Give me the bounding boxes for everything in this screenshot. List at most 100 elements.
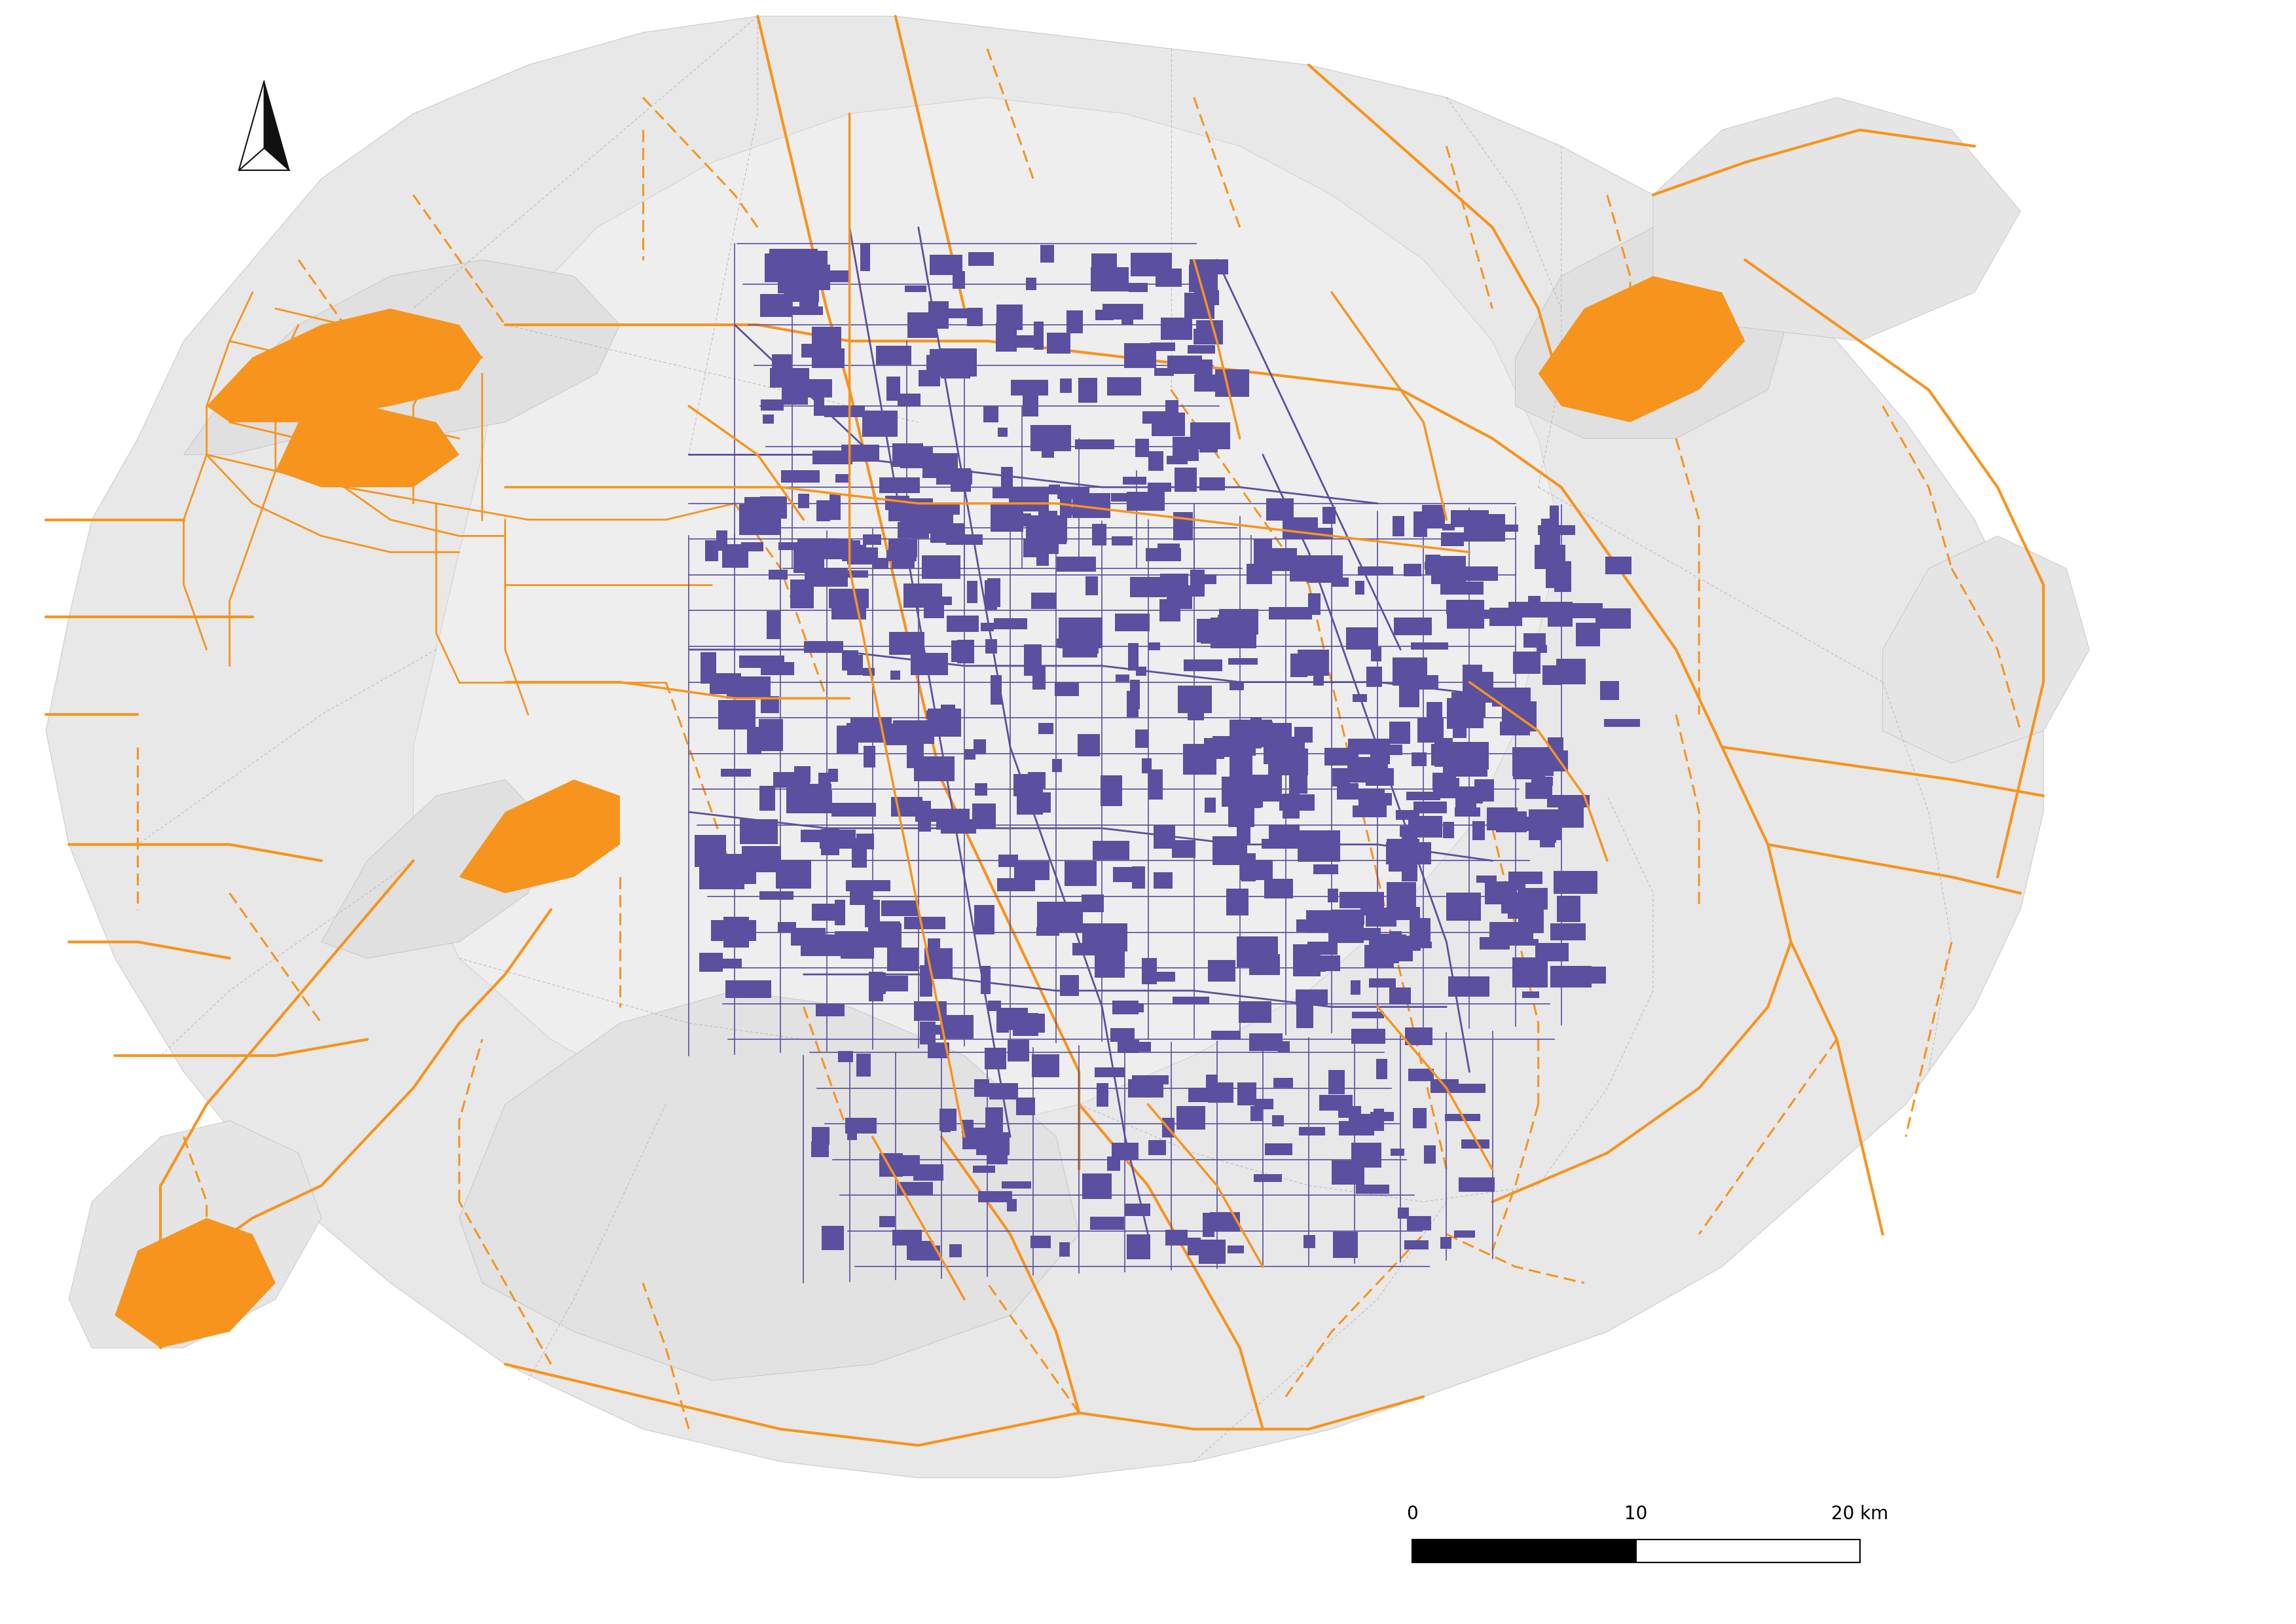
Bar [1279,794,1316,810]
Bar [1440,581,1483,594]
Bar [1072,624,1097,653]
Bar [778,922,797,932]
Bar [700,862,744,890]
Bar [889,924,902,948]
Bar [1350,1114,1378,1125]
Bar [1424,562,1453,570]
Bar [1056,487,1088,499]
Bar [1442,765,1488,776]
Bar [778,542,813,551]
Bar [1127,1234,1150,1260]
Bar [1550,924,1584,940]
Bar [815,1004,845,1017]
Bar [1251,1106,1263,1121]
Bar [778,265,804,294]
Bar [941,1125,951,1132]
Bar [1371,750,1382,783]
Bar [898,393,921,406]
Bar [817,500,831,521]
Bar [1502,702,1536,731]
Bar [1215,369,1249,396]
Bar [1065,861,1097,885]
Bar [760,786,776,810]
Bar [1123,476,1146,486]
Bar [1187,294,1196,300]
Bar [1178,685,1212,713]
Bar [1226,888,1249,916]
Bar [974,905,994,934]
Bar [1270,607,1313,619]
Bar [1306,555,1343,583]
Bar [822,830,840,854]
Bar [987,578,1001,607]
Bar [1210,1212,1240,1231]
Bar [1199,575,1217,585]
Bar [852,838,868,867]
Bar [769,570,788,580]
Bar [1405,1028,1433,1046]
Bar [1265,549,1297,570]
Bar [1332,1160,1364,1184]
Polygon shape [276,406,459,487]
Bar [1001,466,1013,494]
Bar [1313,965,1325,971]
Bar [1557,896,1580,922]
Bar [1086,577,1097,596]
Bar [1196,619,1235,643]
Bar [719,700,755,729]
Bar [1134,729,1148,747]
Bar [1297,650,1329,676]
Bar [1148,770,1162,799]
Bar [1111,1028,1134,1043]
Bar [1300,1127,1325,1135]
Bar [1458,1177,1495,1192]
Bar [962,1119,974,1134]
Bar [1548,796,1589,807]
Bar [1529,596,1541,607]
Bar [1536,645,1548,653]
Bar [907,1241,934,1260]
Bar [1254,539,1272,570]
Bar [1270,825,1300,841]
Bar [1548,737,1564,750]
Bar [1141,758,1153,773]
Bar [1176,468,1196,492]
Bar [1155,369,1173,377]
Bar [1430,555,1467,585]
Bar [1091,1216,1125,1229]
Bar [891,671,900,679]
Bar [1435,737,1453,767]
Bar [1412,752,1426,767]
Bar [905,583,941,607]
Bar [705,539,719,562]
Bar [709,674,742,693]
Bar [739,503,781,534]
Bar [923,599,944,619]
Bar [1166,356,1203,374]
Bar [1065,310,1084,333]
Bar [801,344,813,357]
Bar [863,534,882,544]
Bar [1545,568,1561,588]
Bar [1201,291,1219,305]
Bar [870,973,886,994]
Bar [905,286,925,292]
Bar [985,1108,1003,1132]
Bar [1332,578,1348,586]
Bar [914,757,955,781]
Bar [1265,879,1293,898]
Bar [723,916,748,947]
Bar [1187,1237,1201,1255]
Bar [1378,744,1403,755]
Bar [1600,680,1619,700]
Bar [1208,960,1235,983]
Bar [1352,1030,1387,1044]
Bar [1304,1234,1316,1249]
Bar [847,654,863,676]
Bar [1238,1002,1272,1023]
Bar [1033,666,1045,690]
Bar [1137,667,1146,676]
Bar [760,892,794,900]
Bar [776,378,808,387]
Bar [1114,867,1132,882]
